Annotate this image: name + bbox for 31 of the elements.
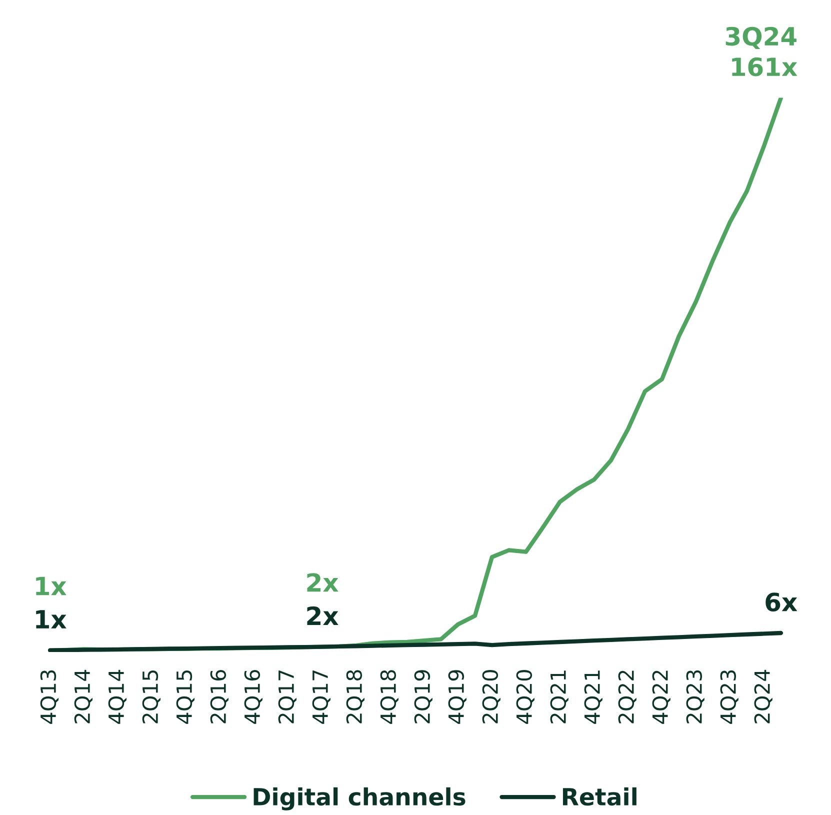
x-tick-label: 4Q18 [380, 670, 398, 724]
x-tick-label: 4Q22 [652, 670, 670, 724]
x-tick-label: 2Q21 [550, 670, 568, 724]
x-tick-label: 2Q22 [618, 670, 636, 724]
data-label: 2x [307, 606, 338, 625]
data-label: 1x [36, 610, 66, 628]
legend-label: Digital channels [254, 787, 466, 810]
x-tick-label: 4Q20 [516, 670, 534, 724]
data-label: 1x [36, 576, 66, 596]
x-tick-label: 4Q15 [176, 670, 194, 724]
x-tick-label: 2Q24 [754, 670, 772, 724]
legend-label: Retail [562, 787, 636, 806]
x-tick-label: 2Q15 [142, 670, 160, 724]
data-label: 6x [766, 592, 798, 612]
x-tick-label: 2Q23 [686, 670, 704, 724]
x-tick-label: 4Q17 [312, 670, 330, 724]
x-tick-label: 4Q14 [108, 670, 126, 724]
data-label: 2x [307, 573, 338, 592]
x-tick-label: 4Q21 [584, 670, 602, 724]
x-tick-label: 4Q23 [720, 670, 738, 724]
x-tick-label: 4Q16 [244, 670, 262, 724]
data-label: 161x [732, 57, 798, 76]
x-tick-label: 2Q16 [210, 670, 228, 724]
x-tick-label: 4Q19 [448, 670, 466, 724]
x-tick-label: 2Q18 [346, 670, 364, 724]
x-tick-label: 2Q17 [278, 670, 296, 724]
x-tick-label: 2Q14 [74, 670, 92, 724]
text: 3Q24 [726, 26, 796, 50]
x-tick-label: 4Q13 [40, 670, 58, 724]
x-tick-label: 2Q19 [414, 670, 432, 724]
x-tick-label: 2Q20 [482, 670, 500, 724]
